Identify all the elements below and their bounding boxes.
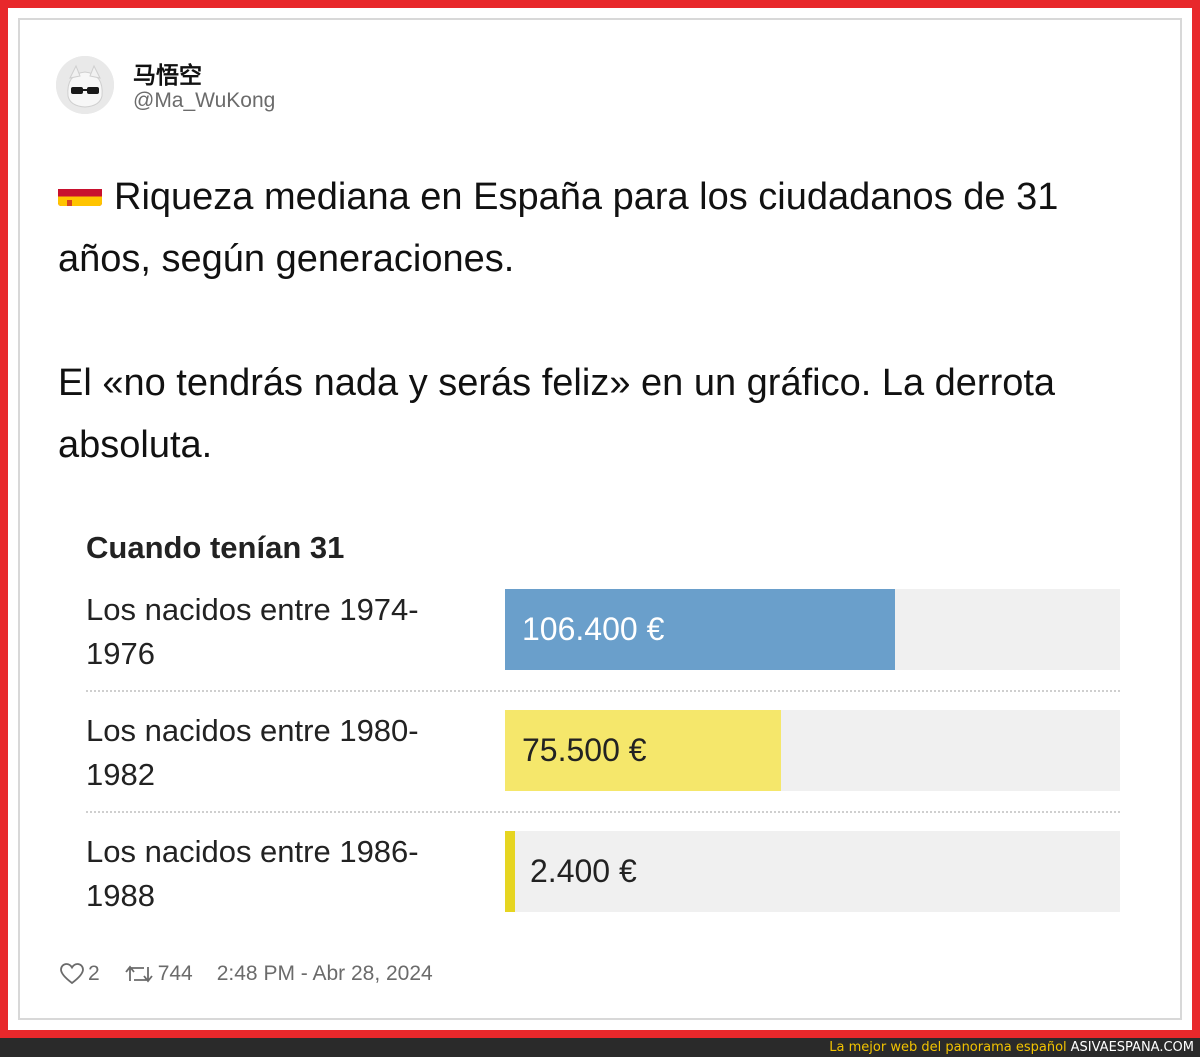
user-handle[interactable]: @Ma_WuKong bbox=[133, 89, 276, 112]
bar-label-line: 1976 bbox=[86, 636, 155, 671]
banner-site[interactable]: ASIVAESPANA.COM bbox=[1070, 1040, 1194, 1055]
sunglasses-avatar-icon bbox=[56, 56, 114, 114]
avatar[interactable] bbox=[56, 56, 114, 114]
tweet-paragraph-2: El «no tendrás nada y serás feliz» en un… bbox=[58, 362, 1056, 466]
bar bbox=[505, 710, 781, 791]
retweet-count: 744 bbox=[157, 962, 193, 985]
bar-track: 75.500 € bbox=[505, 710, 1120, 791]
bar-track: 2.400 € bbox=[505, 831, 1120, 912]
watermark-banner: La mejor web del panorama español ASIVAE… bbox=[0, 1038, 1200, 1057]
bar-value-label: 2.400 € bbox=[530, 853, 637, 889]
tweet-card-border bbox=[18, 18, 1182, 1020]
display-name[interactable]: 马悟空 bbox=[133, 63, 202, 89]
row-separator bbox=[86, 690, 1120, 692]
retweet-icon bbox=[124, 965, 153, 983]
bar-track: 106.400 € bbox=[505, 589, 1120, 670]
bar-value-label: 106.400 € bbox=[522, 611, 665, 647]
spain-flag-icon bbox=[58, 176, 102, 206]
heart-icon bbox=[60, 963, 84, 985]
bar-value-label: 75.500 € bbox=[522, 732, 647, 768]
like-stat[interactable]: 2 bbox=[60, 962, 100, 986]
tweet-text-line-1: Riqueza mediana en España para los ciuda… bbox=[58, 176, 1059, 280]
bar-label: Los nacidos entre 1980- 1982 bbox=[86, 709, 486, 797]
chart-title: Cuando tenían 31 bbox=[86, 530, 345, 565]
bar-label-line: Los nacidos entre 1980- bbox=[86, 713, 419, 748]
tweet-timestamp[interactable]: 2:48 PM - Abr 28, 2024 bbox=[216, 962, 433, 985]
tweet-text: Riqueza mediana en España para los ciuda… bbox=[58, 166, 1148, 476]
bar-label-line: Los nacidos entre 1974- bbox=[86, 592, 419, 627]
row-separator bbox=[86, 811, 1120, 813]
retweet-stat[interactable]: 744 bbox=[124, 962, 193, 986]
bar bbox=[505, 831, 515, 912]
banner-tagline: La mejor web del panorama español bbox=[829, 1040, 1067, 1055]
bar-label-line: 1988 bbox=[86, 878, 155, 913]
bar-label-line: Los nacidos entre 1986- bbox=[86, 834, 419, 869]
bar-label: Los nacidos entre 1974- 1976 bbox=[86, 588, 486, 676]
bar-label-line: 1982 bbox=[86, 757, 155, 792]
tweet-footer: 2 744 2:48 PM - Abr 28, 2024 bbox=[60, 962, 433, 986]
bar bbox=[505, 589, 895, 670]
like-count: 2 bbox=[88, 962, 100, 985]
tweet-paragraph-1: Riqueza mediana en España para los ciuda… bbox=[58, 166, 1148, 290]
bar-label: Los nacidos entre 1986- 1988 bbox=[86, 830, 486, 918]
